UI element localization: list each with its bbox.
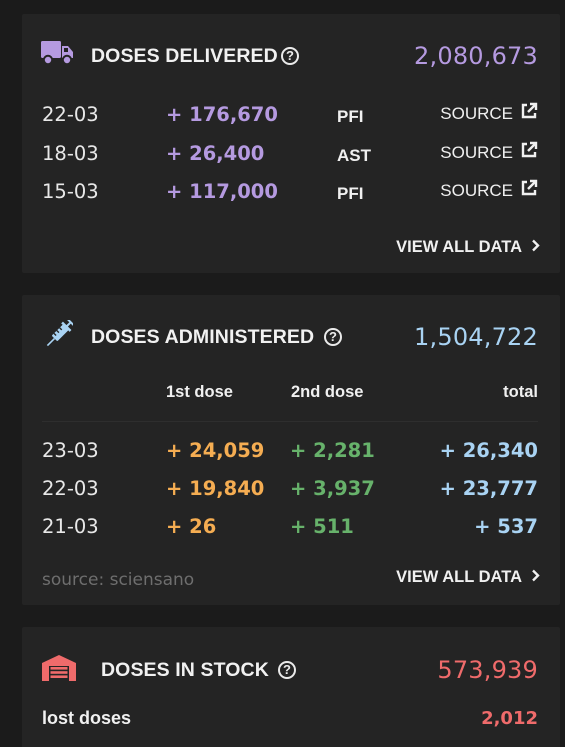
external-link-icon xyxy=(520,141,538,164)
card-title: DOSES IN STOCK xyxy=(101,659,269,681)
column-header-total: total xyxy=(503,383,538,401)
chevron-right-icon xyxy=(531,568,540,587)
card-title: DOSES DELIVERED xyxy=(91,45,278,67)
row-amount: + 117,000 xyxy=(166,180,278,203)
total-in-stock: 573,939 xyxy=(437,656,538,684)
first-dose-value: + 24,059 xyxy=(166,439,265,462)
view-all-label: VIEW ALL DATA xyxy=(396,568,522,586)
help-icon[interactable]: ? xyxy=(281,47,299,65)
second-dose-value: + 3,937 xyxy=(290,477,375,500)
lost-doses-value: 2,012 xyxy=(481,708,538,729)
column-header-first-dose: 1st dose xyxy=(166,383,233,401)
first-dose-value: + 19,840 xyxy=(166,477,265,500)
source-label: SOURCE xyxy=(440,142,513,162)
source-label: SOURCE xyxy=(440,103,513,123)
row-date: 15-03 xyxy=(42,180,99,203)
first-dose-value: + 26 xyxy=(166,515,217,538)
second-dose-value: + 511 xyxy=(290,515,354,538)
total-dose-value: + 23,777 xyxy=(439,477,538,500)
help-icon[interactable]: ? xyxy=(324,328,342,346)
total-dose-value: + 26,340 xyxy=(439,439,538,462)
row-date: 22-03 xyxy=(42,103,99,126)
source-note: source: sciensano xyxy=(42,570,195,590)
doses-in-stock-card: DOSES IN STOCK ? 573,939 lost doses 2,01… xyxy=(22,627,560,747)
source-label: SOURCE xyxy=(440,180,513,200)
syringe-icon xyxy=(43,318,75,354)
row-date: 22-03 xyxy=(42,477,99,500)
manufacturer-code: AST xyxy=(337,146,371,165)
doses-delivered-card: DOSES DELIVERED ? 2,080,673 22-03 + 176,… xyxy=(22,14,560,273)
row-amount: + 176,670 xyxy=(166,103,278,126)
lost-doses-label: lost doses xyxy=(42,708,132,728)
source-link[interactable]: SOURCE xyxy=(440,102,538,125)
view-all-data-link[interactable]: VIEW ALL DATA xyxy=(396,238,540,257)
table-divider xyxy=(42,421,538,422)
help-icon[interactable]: ? xyxy=(278,661,296,679)
row-date: 21-03 xyxy=(42,515,99,538)
row-date: 23-03 xyxy=(42,439,99,462)
row-date: 18-03 xyxy=(42,142,99,165)
total-delivered: 2,080,673 xyxy=(414,42,538,70)
total-dose-value: + 537 xyxy=(474,515,538,538)
warehouse-icon xyxy=(41,654,77,686)
view-all-label: VIEW ALL DATA xyxy=(396,238,522,256)
manufacturer-code: PFI xyxy=(337,184,364,203)
external-link-icon xyxy=(520,179,538,202)
row-amount: + 26,400 xyxy=(166,142,265,165)
view-all-data-link[interactable]: VIEW ALL DATA xyxy=(396,568,540,587)
external-link-icon xyxy=(520,102,538,125)
card-title: DOSES ADMINISTERED xyxy=(91,326,315,348)
source-link[interactable]: SOURCE xyxy=(440,141,538,164)
column-header-second-dose: 2nd dose xyxy=(291,383,364,401)
source-link[interactable]: SOURCE xyxy=(440,179,538,202)
manufacturer-code: PFI xyxy=(337,107,364,126)
total-administered: 1,504,722 xyxy=(414,323,538,351)
second-dose-value: + 2,281 xyxy=(290,439,375,462)
truck-icon xyxy=(41,40,75,70)
chevron-right-icon xyxy=(531,238,540,257)
doses-administered-card: DOSES ADMINISTERED ? 1,504,722 1st dose … xyxy=(22,295,560,605)
